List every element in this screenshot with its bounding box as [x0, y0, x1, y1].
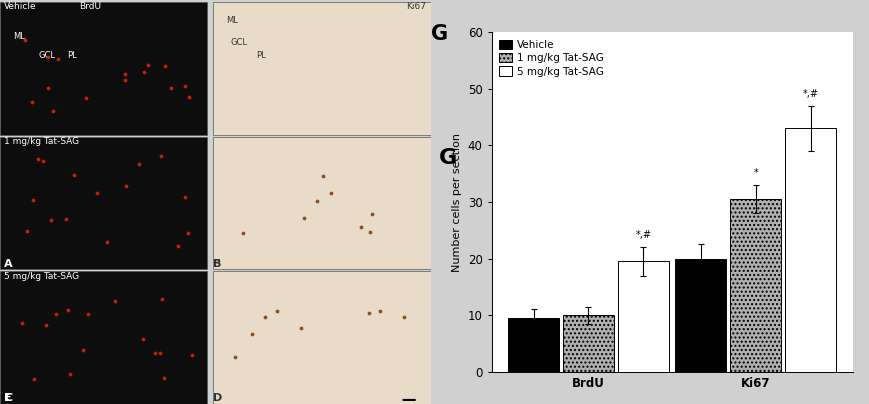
- Point: [36, 158, 50, 164]
- Point: [82, 311, 96, 318]
- Point: [178, 194, 192, 201]
- Point: [154, 153, 168, 160]
- Y-axis label: Number cells per section: Number cells per section: [452, 133, 461, 271]
- Text: B: B: [213, 259, 222, 269]
- Point: [182, 93, 196, 100]
- Text: Vehicle: Vehicle: [4, 2, 36, 11]
- Bar: [213, 137, 430, 269]
- Point: [108, 298, 122, 305]
- Text: *: *: [753, 168, 757, 178]
- Point: [396, 314, 410, 320]
- Text: BrdU: BrdU: [79, 2, 101, 11]
- Point: [153, 350, 167, 356]
- Point: [157, 375, 171, 381]
- Bar: [0, 137, 207, 269]
- Point: [79, 95, 93, 101]
- Legend: Vehicle, 1 mg/kg Tat-SAG, 5 mg/kg Tat-SAG: Vehicle, 1 mg/kg Tat-SAG, 5 mg/kg Tat-SA…: [496, 38, 605, 79]
- Point: [362, 309, 375, 316]
- Point: [236, 229, 250, 236]
- Text: *,#: *,#: [634, 230, 651, 240]
- Text: PL: PL: [256, 50, 266, 59]
- Point: [18, 37, 32, 43]
- Bar: [213, 2, 430, 135]
- Point: [178, 83, 192, 90]
- Text: F: F: [213, 259, 221, 269]
- Point: [31, 156, 45, 163]
- Text: G: G: [430, 24, 448, 44]
- Text: GCL: GCL: [230, 38, 247, 47]
- Point: [67, 172, 81, 179]
- Point: [323, 190, 337, 196]
- Point: [63, 370, 76, 377]
- Text: Ki67: Ki67: [406, 2, 426, 11]
- Point: [16, 320, 30, 326]
- Point: [59, 216, 73, 222]
- Text: C: C: [4, 393, 12, 403]
- Point: [372, 308, 386, 314]
- Point: [294, 325, 308, 331]
- Point: [46, 108, 60, 115]
- Bar: [562, 315, 614, 372]
- Point: [363, 229, 377, 236]
- Point: [132, 160, 146, 167]
- Point: [365, 211, 379, 217]
- Point: [141, 62, 155, 68]
- Point: [51, 55, 65, 62]
- Text: D: D: [213, 393, 222, 403]
- Point: [61, 307, 75, 314]
- Text: 1 mg/kg Tat-SAG: 1 mg/kg Tat-SAG: [4, 137, 79, 146]
- Bar: [617, 261, 668, 372]
- Text: 5 mg/kg Tat-SAG: 5 mg/kg Tat-SAG: [4, 272, 79, 281]
- Bar: [784, 128, 835, 372]
- Point: [297, 215, 311, 221]
- Point: [100, 239, 114, 245]
- Text: ML: ML: [13, 32, 24, 41]
- Point: [171, 243, 185, 249]
- Point: [49, 311, 63, 318]
- Bar: [729, 199, 780, 372]
- Point: [269, 308, 283, 314]
- Point: [26, 197, 40, 203]
- Text: ML: ML: [226, 16, 238, 25]
- Point: [244, 331, 258, 337]
- Point: [24, 99, 38, 106]
- Point: [354, 224, 368, 231]
- Point: [39, 321, 53, 328]
- Point: [136, 69, 150, 75]
- Point: [44, 217, 58, 223]
- Bar: [0, 2, 207, 135]
- Point: [258, 314, 272, 320]
- Point: [118, 77, 132, 84]
- Point: [163, 84, 177, 91]
- Point: [181, 229, 195, 236]
- Point: [28, 376, 42, 382]
- Point: [117, 71, 131, 77]
- Text: GCL: GCL: [39, 50, 56, 59]
- Point: [315, 173, 329, 179]
- Bar: [213, 271, 430, 404]
- Text: *,#: *,#: [802, 89, 818, 99]
- Text: G: G: [439, 147, 456, 168]
- Point: [42, 84, 56, 91]
- Text: A: A: [4, 259, 13, 269]
- Point: [42, 53, 56, 60]
- Bar: [0, 271, 207, 404]
- Bar: [507, 318, 559, 372]
- Point: [184, 351, 198, 358]
- Point: [136, 336, 150, 343]
- Point: [155, 296, 169, 302]
- Point: [158, 63, 172, 69]
- Point: [119, 183, 133, 189]
- Point: [310, 198, 324, 205]
- Point: [148, 350, 162, 357]
- Text: PL: PL: [67, 50, 76, 59]
- Point: [76, 347, 90, 354]
- Bar: [674, 259, 726, 372]
- Point: [21, 228, 35, 235]
- Text: E: E: [4, 393, 12, 403]
- Point: [228, 354, 242, 360]
- Point: [90, 189, 104, 196]
